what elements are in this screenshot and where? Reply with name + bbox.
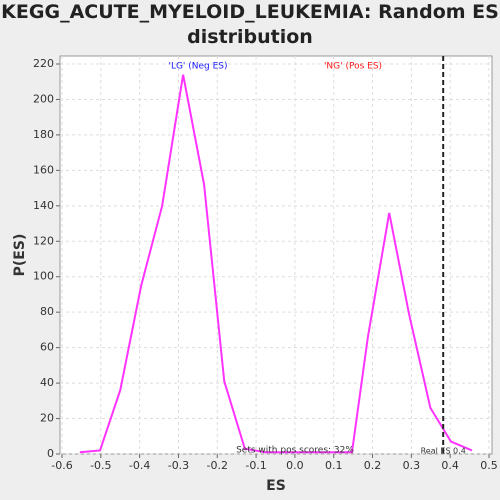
x-tick-label: 0.2 xyxy=(364,459,382,472)
y-axis-label: P(ES) xyxy=(12,234,28,277)
y-tick-label: 80 xyxy=(40,305,54,318)
y-tick-label: 120 xyxy=(33,234,54,247)
x-axis-label: ES xyxy=(266,478,286,494)
x-tick-label: -0.6 xyxy=(51,459,72,472)
pos-label: 'NG' (Pos ES) xyxy=(324,62,382,72)
x-tick-label: 0.4 xyxy=(441,459,459,472)
y-tick-label: 180 xyxy=(33,128,54,141)
real-es-label: Real ES 0.4 xyxy=(421,447,466,456)
x-tick-label: -0.3 xyxy=(168,459,189,472)
y-tick-label: 0 xyxy=(47,447,54,460)
y-tick-label: 140 xyxy=(33,199,54,212)
y-tick-label: 100 xyxy=(33,270,54,283)
neg-label: 'LG' (Neg ES) xyxy=(168,62,227,72)
x-tick-label: -0.2 xyxy=(207,459,228,472)
x-tick-label: -0.5 xyxy=(90,459,111,472)
y-tick-label: 60 xyxy=(40,341,54,354)
y-tick-label: 40 xyxy=(40,376,54,389)
y-tick-label: 220 xyxy=(33,57,54,70)
plot-area xyxy=(59,55,493,455)
x-tick-label: -0.1 xyxy=(245,459,266,472)
y-tick-label: 160 xyxy=(33,163,54,176)
x-tick-label: -0.4 xyxy=(129,459,150,472)
y-tick-label: 200 xyxy=(33,92,54,105)
es-line xyxy=(79,74,473,454)
x-tick-label: 0.3 xyxy=(403,459,421,472)
y-tick-label: 20 xyxy=(40,412,54,425)
x-tick-label: 0.0 xyxy=(286,459,304,472)
x-tick-label: 0.1 xyxy=(325,459,343,472)
x-tick-label: 0.5 xyxy=(480,459,498,472)
chart-title: KEGG_ACUTE_MYELOID_LEUKEMIA: Random ES d… xyxy=(1,1,499,48)
pos-scores-label: Sets with pos scores: 32% xyxy=(236,446,354,456)
